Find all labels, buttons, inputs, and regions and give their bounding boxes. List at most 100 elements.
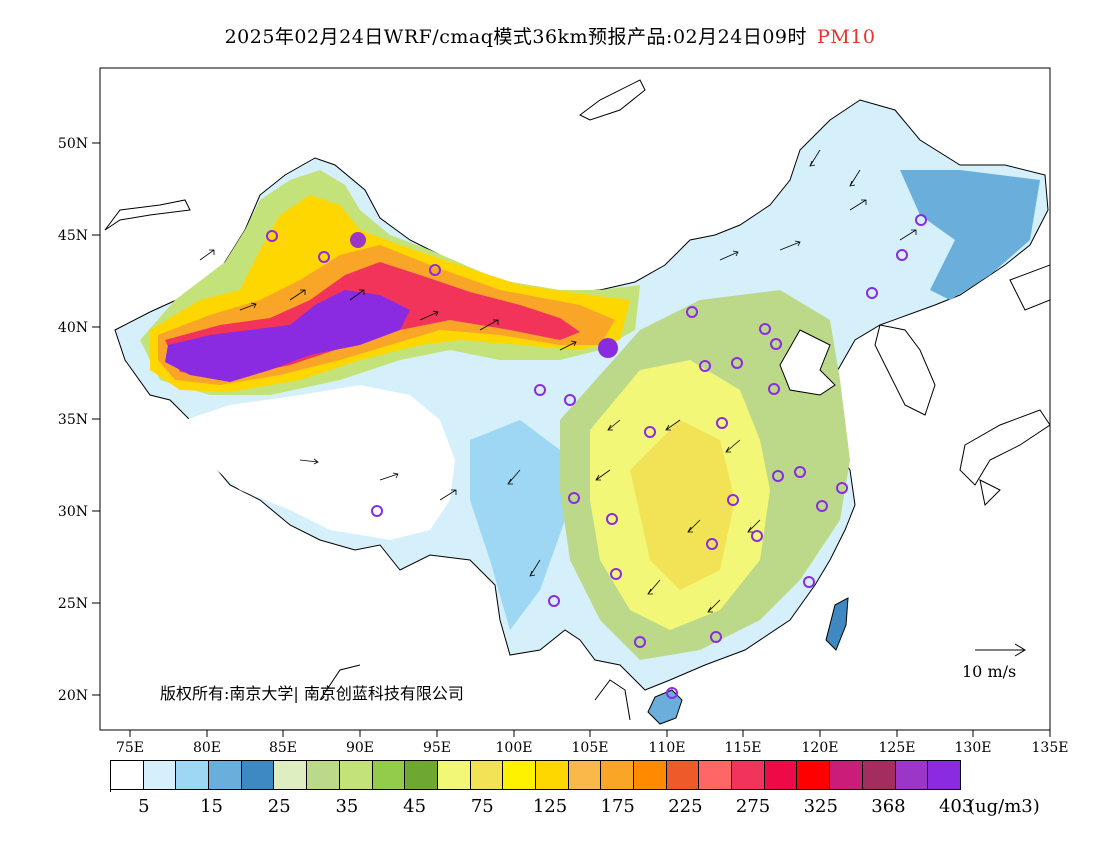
legend-swatch: [143, 760, 177, 790]
legend-swatch: [895, 760, 929, 790]
lon-tick: 100E: [496, 730, 533, 756]
legend-swatch: [503, 760, 536, 790]
lon-tick: 105E: [572, 730, 609, 756]
legend-swatch: [797, 760, 831, 790]
lat-tick: 25N: [58, 596, 100, 612]
korea-outline: [874, 324, 936, 416]
lon-label: 95E: [423, 740, 451, 756]
legend-swatch: [634, 760, 667, 790]
lon-tick: 85E: [269, 730, 297, 756]
legend-label: 225: [668, 796, 703, 817]
legend-swatch: [111, 760, 144, 790]
legend-swatch: [601, 760, 634, 790]
lat-tick: 20N: [58, 688, 100, 704]
japan-north-outline: [1009, 264, 1050, 311]
legend-swatch: [830, 760, 863, 790]
legend-label: 275: [735, 796, 771, 817]
lat-label: 40N: [58, 320, 88, 336]
legend-swatch: [568, 760, 602, 790]
wind-arrows: [199, 149, 917, 613]
legend-swatch: [274, 760, 308, 790]
kazakhstan-coast: [104, 199, 191, 231]
lon-tick: 130E: [955, 730, 992, 756]
lon-tick: 135E: [1032, 730, 1069, 756]
legend-swatch: [928, 760, 961, 790]
baikal-outline: [579, 79, 646, 121]
copyright-text: 版权所有:南京大学| 南京创蓝科技有限公司: [160, 684, 464, 703]
lon-label: 75E: [116, 740, 144, 756]
lon-tick: 115E: [725, 730, 762, 756]
legend-label: 5: [138, 796, 150, 817]
lon-tick: 125E: [879, 730, 916, 756]
lon-tick: 90E: [346, 730, 374, 756]
lon-label: 85E: [269, 740, 297, 756]
legend-swatch: [732, 760, 765, 790]
lon-label: 90E: [346, 740, 374, 756]
lon-tick: 120E: [802, 730, 839, 756]
indochina-coast: [319, 664, 631, 721]
legend-label: 25: [267, 796, 291, 817]
lon-label: 125E: [879, 740, 916, 756]
lon-tick: 75E: [116, 730, 144, 756]
title-text: 2025年02月24日WRF/cmaq模式36km预报产品:02月24日09时: [224, 26, 807, 48]
northeast-blue: [900, 170, 1040, 300]
lat-label: 50N: [58, 136, 88, 152]
lat-tick: 35N: [58, 412, 100, 428]
lon-label: 80E: [193, 740, 221, 756]
pollutant-label: PM10: [817, 26, 876, 48]
legend-label: 175: [600, 796, 635, 817]
legend-swatch: [209, 760, 242, 790]
legend-label: 35: [335, 796, 359, 817]
lon-tick: 80E: [193, 730, 221, 756]
lon-tick: 110E: [649, 730, 686, 756]
lon-label: 100E: [496, 740, 533, 756]
lon-label: 130E: [955, 740, 992, 756]
legend-swatch: [862, 760, 896, 790]
legend-label: 125: [532, 796, 568, 817]
legend-swatch: [764, 760, 798, 790]
lon-axis: 75E 80E 85E 90E 95E 100E 105E 110E 115E …: [116, 730, 1069, 756]
legend-swatch: [666, 760, 700, 790]
legend-label: 368: [871, 796, 906, 817]
legend-label: 403: [938, 796, 974, 817]
wind-reference-arrow: [975, 643, 1026, 657]
legend-swatch: [241, 760, 275, 790]
map-frame: [99, 67, 1051, 731]
legend-swatch: [176, 760, 210, 790]
legend-swatch: [535, 760, 569, 790]
lon-label: 110E: [649, 740, 686, 756]
lon-label: 105E: [572, 740, 609, 756]
legend-swatch: [339, 760, 373, 790]
lon-tick: 95E: [423, 730, 451, 756]
lat-tick: 30N: [58, 504, 100, 520]
lat-label: 25N: [58, 596, 88, 612]
legend-label: 15: [200, 796, 223, 817]
legend-swatch: [372, 760, 406, 790]
lat-tick: 50N: [58, 136, 100, 152]
lat-axis: 50N 45N 40N 35N 30N 25N 20N: [58, 136, 100, 704]
wind-reference-label: 10 m/s: [962, 662, 1017, 681]
japan-outline: [959, 409, 1050, 507]
lat-label: 35N: [58, 412, 88, 428]
lat-label: 20N: [58, 688, 88, 704]
lon-label: 120E: [802, 740, 839, 756]
legend-unit: (ug/m3): [968, 796, 1040, 817]
lon-label: 135E: [1032, 740, 1069, 756]
sichuan-basin-blue: [470, 420, 565, 630]
taiwan-island: [825, 597, 849, 651]
map-content: [104, 79, 1050, 725]
lat-label: 30N: [58, 504, 88, 520]
legend-swatch: [307, 760, 340, 790]
lat-tick: 40N: [58, 320, 100, 336]
lat-label: 45N: [58, 228, 88, 244]
legend-swatch: [470, 760, 504, 790]
legend-swatch: [405, 760, 438, 790]
legend-label: 325: [803, 796, 838, 817]
lon-label: 115E: [725, 740, 762, 756]
legend-swatch: [437, 760, 471, 790]
station-markers: [266, 214, 927, 699]
ordos-purple-spot: [598, 338, 618, 358]
color-legend: [110, 760, 961, 792]
lat-tick: 45N: [58, 228, 100, 244]
